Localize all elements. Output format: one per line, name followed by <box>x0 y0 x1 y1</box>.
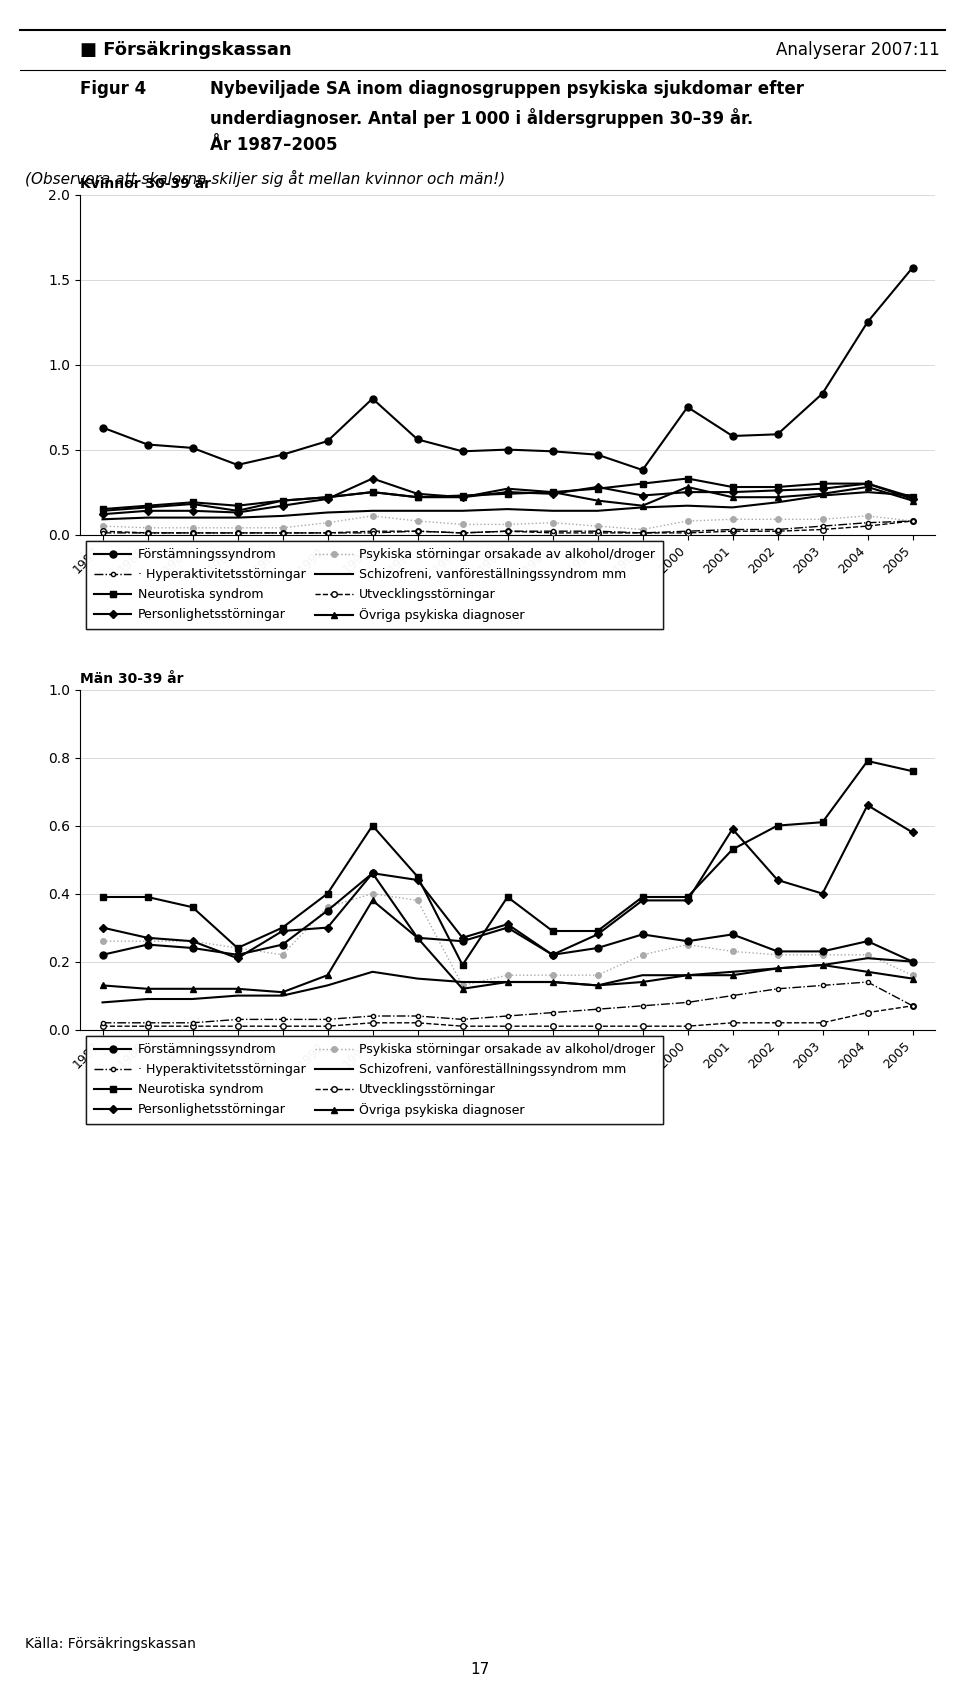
Text: Nybeviljade SA inom diagnosgruppen psykiska sjukdomar efter: Nybeviljade SA inom diagnosgruppen psyki… <box>210 79 804 98</box>
Text: Källa: Försäkringskassan: Källa: Försäkringskassan <box>25 1637 196 1652</box>
Text: Män 30-39 år: Män 30-39 år <box>80 672 183 686</box>
Text: Analyserar 2007:11: Analyserar 2007:11 <box>777 41 940 59</box>
Text: 17: 17 <box>470 1662 490 1677</box>
Text: Figur 4: Figur 4 <box>80 79 146 98</box>
Text: underdiagnoser. Antal per 1 000 i åldersgruppen 30–39 år.: underdiagnoser. Antal per 1 000 i ålders… <box>210 108 754 128</box>
Legend: Förstämningssyndrom, · Hyperaktivitetsstörningar, Neurotiska syndrom, Personligh: Förstämningssyndrom, · Hyperaktivitetsst… <box>86 1035 662 1125</box>
Text: (Observera att skalorna skiljer sig åt mellan kvinnor och män!): (Observera att skalorna skiljer sig åt m… <box>25 169 505 186</box>
Text: Kvinnor 30-39 år: Kvinnor 30-39 år <box>80 177 211 191</box>
Text: ■ Försäkringskassan: ■ Försäkringskassan <box>80 41 292 59</box>
Text: År 1987–2005: År 1987–2005 <box>210 137 338 154</box>
Legend: Förstämningssyndrom, · Hyperaktivitetsstörningar, Neurotiska syndrom, Personligh: Förstämningssyndrom, · Hyperaktivitetsst… <box>86 540 662 630</box>
